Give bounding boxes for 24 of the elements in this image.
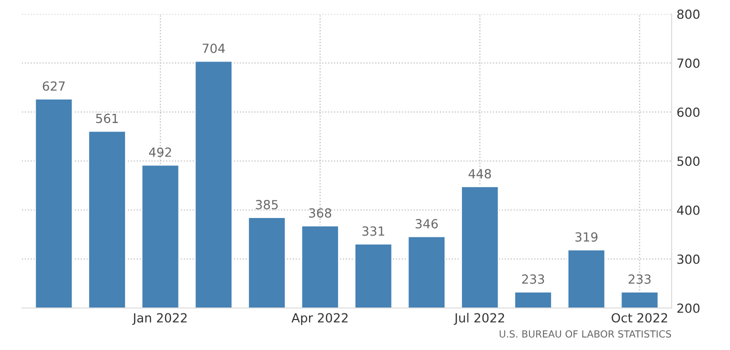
data-label: 233 — [522, 274, 544, 284]
data-label: 448 — [468, 169, 491, 179]
data-label: 385 — [256, 200, 278, 210]
x-tick-label: Apr 2022 — [292, 313, 348, 325]
data-label: 492 — [149, 147, 172, 157]
data-label: 233 — [628, 274, 651, 284]
y-tick-label: 500 — [677, 156, 700, 166]
y-tick-label: 700 — [677, 58, 700, 68]
data-label: 627 — [42, 81, 65, 91]
y-tick-label: 600 — [677, 107, 700, 117]
y-tick-label: 300 — [677, 254, 700, 264]
data-label: 704 — [202, 44, 225, 54]
data-label: 368 — [309, 208, 332, 218]
data-label: 319 — [575, 232, 598, 242]
x-tick-label: Jul 2022 — [454, 312, 504, 325]
data-label: 331 — [362, 226, 384, 236]
y-tick-label: 400 — [677, 205, 700, 215]
y-tick-label: 800 — [677, 9, 700, 19]
text: U.S. BUREAU OF LABOR STATISTICS — [500, 330, 672, 338]
data-label: 346 — [416, 219, 438, 228]
x-tick-label: Oct 2022 — [612, 313, 668, 323]
x-tick-label: Jan 2022 — [132, 313, 187, 325]
data-label: 561 — [96, 114, 118, 124]
y-tick-label: 200 — [677, 303, 700, 313]
